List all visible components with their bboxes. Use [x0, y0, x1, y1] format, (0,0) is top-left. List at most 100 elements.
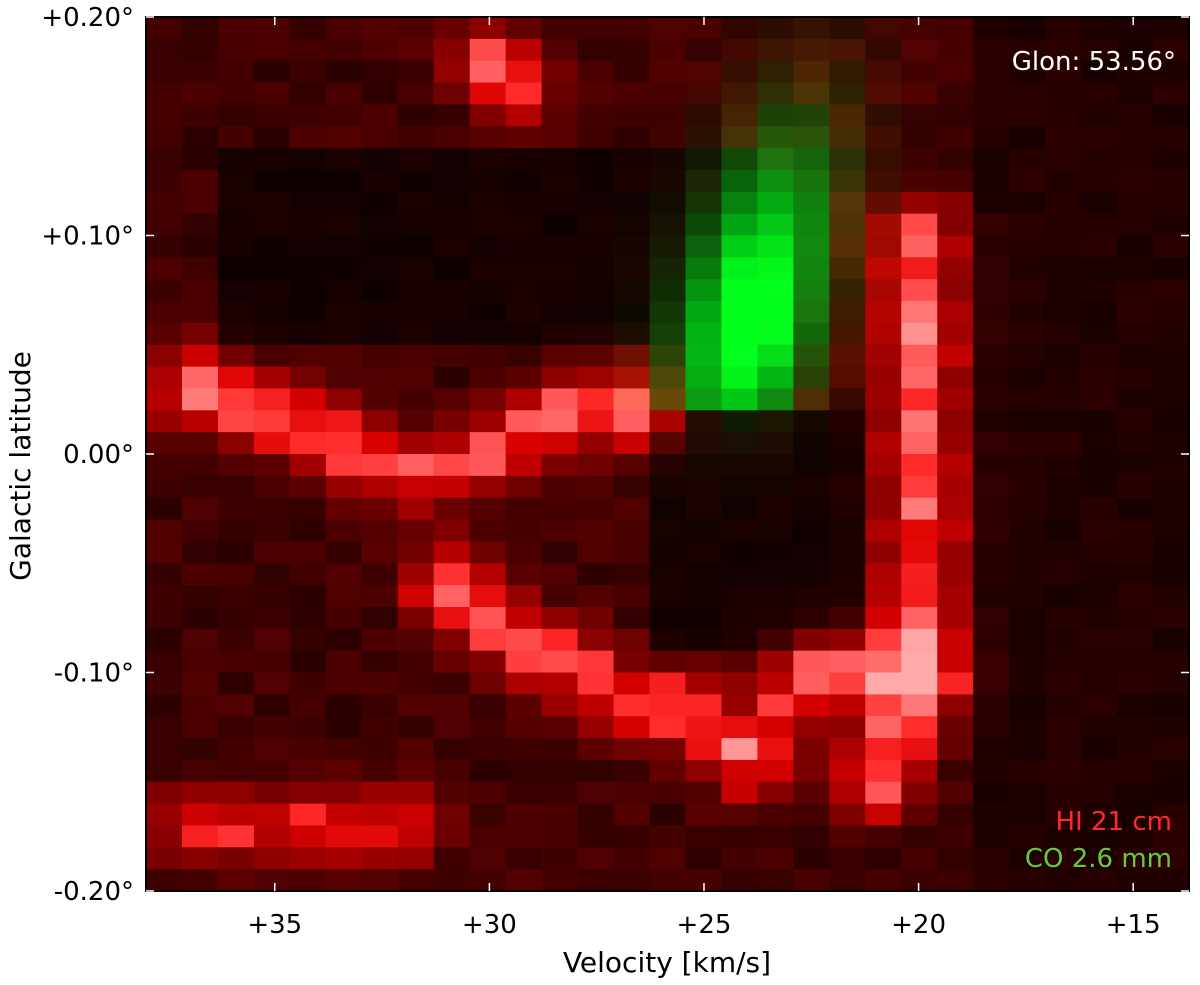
heatmap-cell: [469, 60, 507, 84]
heatmap-cell: [505, 17, 543, 40]
heatmap-cell: [181, 585, 219, 608]
heatmap-cell: [865, 126, 902, 149]
heatmap-cell: [793, 432, 830, 455]
heatmap-cell: [289, 606, 327, 630]
heatmap-cell: [253, 541, 291, 564]
heatmap-cell: [577, 847, 615, 870]
heatmap-cell: [253, 257, 291, 280]
heatmap-cell: [613, 541, 651, 564]
heatmap-cell: [1009, 148, 1046, 171]
heatmap-cell: [325, 759, 363, 783]
heatmap-cell: [325, 694, 363, 717]
heatmap-cell: [505, 541, 543, 564]
heatmap-cell: [1117, 585, 1154, 608]
heatmap-cell: [505, 519, 543, 542]
heatmap-cell: [146, 126, 183, 149]
heatmap-cell: [289, 497, 327, 521]
heatmap-cell: [433, 60, 471, 84]
heatmap-cell: [361, 475, 399, 499]
heatmap-cell: [901, 606, 938, 630]
heatmap-cell: [361, 869, 399, 892]
heatmap-cell: [1045, 410, 1082, 433]
heatmap-cell: [649, 497, 687, 521]
heatmap-cell: [146, 388, 183, 411]
heatmap-cell: [757, 650, 794, 674]
heatmap-cell: [469, 38, 507, 62]
heatmap-cell: [901, 410, 938, 433]
heatmap-cell: [901, 869, 938, 892]
heatmap-cell: [1153, 585, 1190, 608]
heatmap-cell: [973, 803, 1010, 827]
heatmap-cell: [289, 366, 327, 390]
heatmap-cell: [1117, 38, 1154, 62]
heatmap-cell: [613, 213, 651, 237]
heatmap-cell: [181, 563, 219, 586]
heatmap-cell: [865, 191, 902, 215]
heatmap-cell: [829, 17, 866, 40]
heatmap-cell: [793, 825, 830, 848]
heatmap-cell: [505, 454, 543, 477]
heatmap-cell: [325, 650, 363, 674]
heatmap-cell: [181, 301, 219, 324]
heatmap-cell: [1153, 432, 1190, 455]
heatmap-cell: [289, 825, 327, 848]
heatmap-cell: [757, 497, 794, 521]
heatmap-cell: [217, 606, 255, 630]
heatmap-cell: [217, 759, 255, 783]
heatmap-cell: [1045, 17, 1082, 40]
heatmap-cell: [325, 344, 363, 368]
heatmap-cell: [865, 738, 902, 761]
heatmap-cell: [721, 519, 759, 542]
heatmap-cell: [469, 279, 507, 302]
heatmap-cell: [1045, 432, 1082, 455]
heatmap-cell: [973, 104, 1010, 127]
heatmap-cell: [865, 497, 902, 521]
heatmap-cell: [937, 847, 974, 870]
heatmap-cell: [397, 191, 435, 215]
heatmap-cell: [649, 541, 687, 564]
heatmap-cell: [793, 694, 830, 717]
heatmap-cell: [469, 344, 507, 368]
heatmap-cell: [181, 628, 219, 652]
heatmap-cell: [865, 279, 902, 302]
heatmap-cell: [469, 869, 507, 892]
heatmap-cell: [649, 694, 687, 717]
heatmap-cell: [217, 541, 255, 564]
x-tick-label: +15: [1106, 910, 1161, 940]
heatmap-cell: [757, 410, 794, 433]
heatmap-cell: [433, 781, 471, 805]
heatmap-cell: [146, 301, 183, 324]
heatmap-cell: [289, 410, 327, 433]
heatmap-cell: [325, 126, 363, 149]
heatmap-cell: [829, 803, 866, 827]
heatmap-cell: [253, 738, 291, 761]
heatmap-cell: [469, 781, 507, 805]
heatmap-cell: [433, 716, 471, 739]
heatmap-cell: [361, 366, 399, 390]
heatmap-cell: [361, 279, 399, 302]
heatmap-cell: [361, 82, 399, 105]
heatmap-cell: [1081, 322, 1118, 346]
heatmap-cell: [181, 803, 219, 827]
heatmap-cell: [146, 475, 183, 499]
heatmap-cell: [1045, 322, 1082, 346]
heatmap-cell: [1045, 279, 1082, 302]
heatmap-cell: [577, 672, 615, 695]
heatmap-cell: [505, 82, 543, 105]
heatmap-cell: [901, 716, 938, 739]
heatmap-cell: [793, 388, 830, 411]
heatmap-cell: [613, 60, 651, 84]
heatmap-cell: [217, 366, 255, 390]
heatmap-cell: [146, 563, 183, 586]
heatmap-cell: [1081, 82, 1118, 105]
heatmap-cell: [577, 17, 615, 40]
heatmap-cell: [649, 169, 687, 193]
heatmap-cell: [361, 606, 399, 630]
heatmap-cell: [1081, 475, 1118, 499]
heatmap-cell: [973, 257, 1010, 280]
heatmap-cell: [146, 17, 183, 40]
heatmap-cell: [1117, 694, 1154, 717]
heatmap-cell: [1117, 126, 1154, 149]
heatmap-cell: [577, 781, 615, 805]
heatmap-cell: [181, 672, 219, 695]
